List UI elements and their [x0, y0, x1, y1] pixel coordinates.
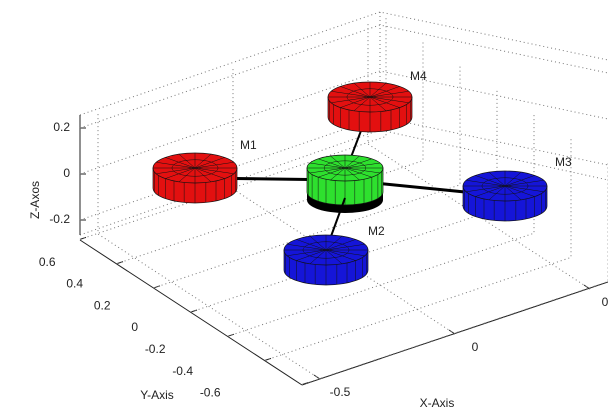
x-tick-label: 0 — [472, 340, 479, 354]
z-tick-label: 0.2 — [53, 120, 70, 134]
z-tick-label: 0 — [63, 166, 70, 180]
x-tick-label: -0.5 — [330, 385, 351, 399]
x-tick — [449, 330, 455, 334]
z-axis-label: Z-Axos — [28, 181, 42, 219]
y-tick-label: 0.2 — [94, 298, 111, 312]
quadcopter — [153, 82, 547, 285]
motor-label: M1 — [240, 138, 257, 152]
motor-label: M2 — [368, 224, 385, 238]
y-axis-label: Y-Axis — [140, 388, 174, 402]
chart: Z-Axos Y-Axis X-Axis 0.20-0.20.60.40.20-… — [0, 0, 608, 414]
motor-label: M3 — [555, 155, 572, 169]
y-tick-label: -0.4 — [172, 364, 193, 378]
y-tick-label: 0.4 — [66, 277, 83, 291]
motor-label: M4 — [410, 69, 427, 83]
y-tick-label: 0 — [131, 320, 138, 334]
z-tick-label: -0.2 — [49, 212, 70, 226]
x-tick — [314, 375, 320, 379]
x-tick-label: 0.5 — [602, 295, 608, 309]
y-tick-label: -0.2 — [145, 342, 166, 356]
x-axis-label: X-Axis — [420, 396, 455, 410]
y-tick-label: 0.6 — [39, 255, 56, 269]
page: Z-Axos Y-Axis X-Axis 0.20-0.20.60.40.20-… — [0, 0, 608, 414]
y-tick-label: -0.6 — [200, 386, 221, 400]
